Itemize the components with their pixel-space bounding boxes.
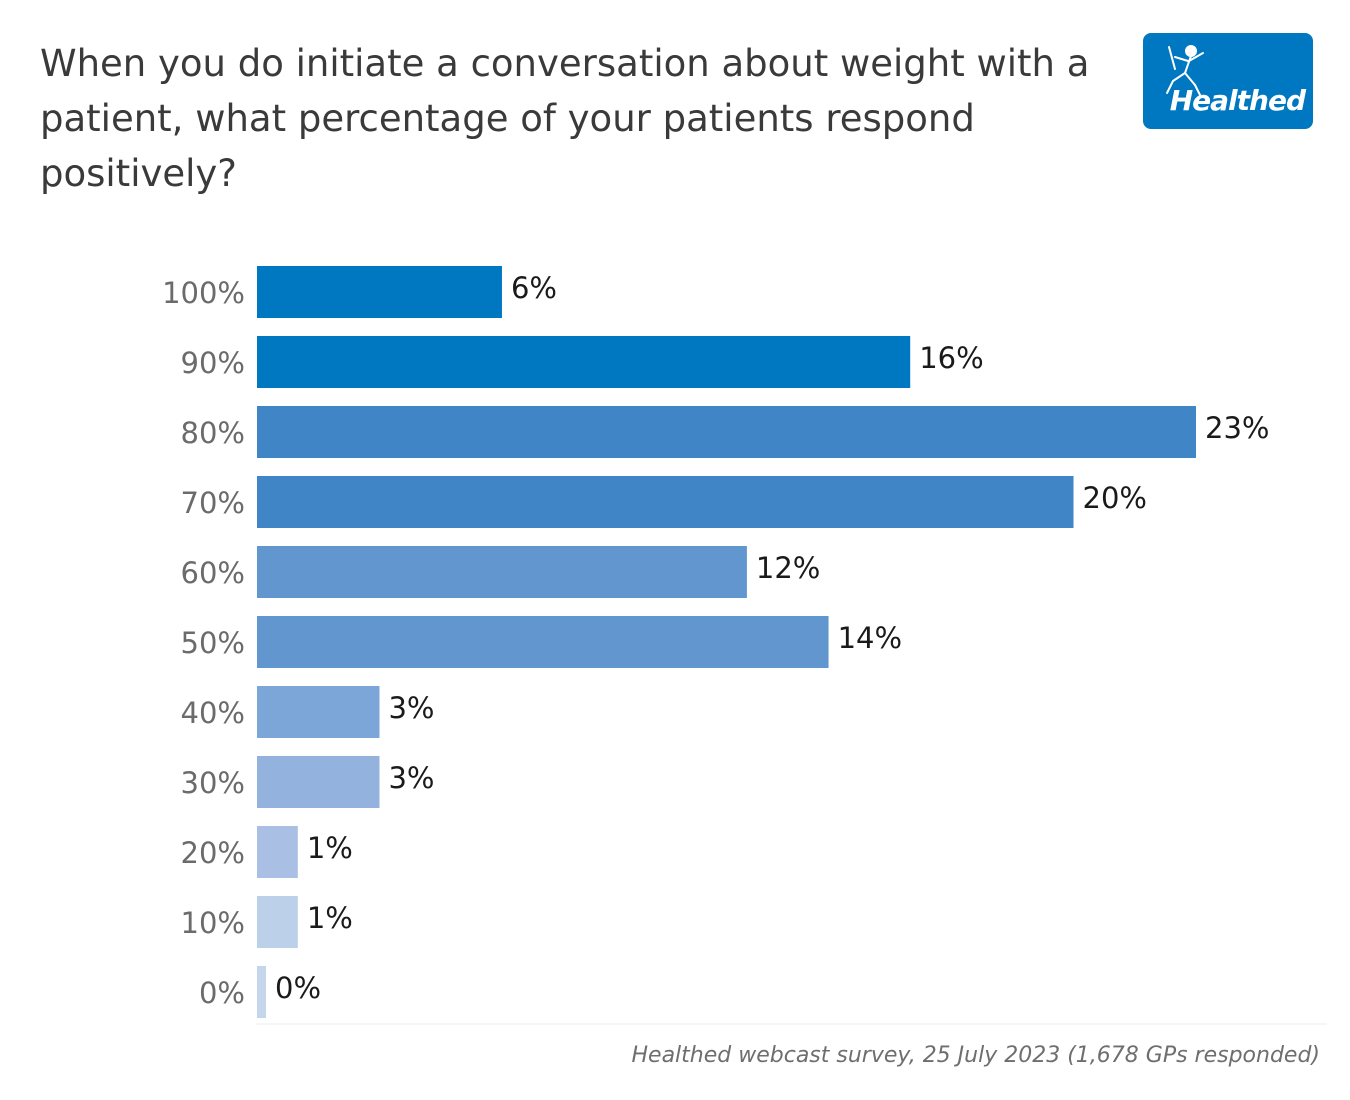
bar (257, 686, 380, 738)
logo-text: Healthed (1169, 84, 1306, 117)
bar (257, 756, 380, 808)
y-tick-label: 10% (181, 906, 245, 940)
source-note: Healthed webcast survey, 25 July 2023 (1… (631, 1043, 1321, 1068)
bar (257, 616, 829, 668)
bar-value-label: 20% (1083, 481, 1147, 515)
bar (257, 966, 266, 1018)
y-tick-label: 100% (162, 276, 245, 310)
y-tick-label: 70% (181, 486, 245, 520)
y-tick-label: 60% (181, 556, 245, 590)
y-tick-label: 80% (181, 416, 245, 450)
bar-value-label: 12% (756, 551, 820, 585)
chart-title: When you do initiate a conversation abou… (40, 42, 1090, 195)
bar (257, 336, 911, 388)
y-tick-label: 40% (181, 696, 245, 730)
bar (257, 266, 502, 318)
bar-value-label: 14% (838, 621, 902, 655)
bar (257, 826, 298, 878)
bar (257, 546, 747, 598)
bar-value-label: 23% (1205, 411, 1269, 445)
y-tick-label: 50% (181, 626, 245, 660)
y-tick-label: 0% (199, 976, 245, 1010)
bar (257, 406, 1196, 458)
y-tick-label: 30% (181, 766, 245, 800)
bar-value-label: 1% (307, 901, 353, 935)
bar-value-label: 0% (275, 971, 321, 1005)
bar-value-label: 3% (388, 761, 434, 795)
bar (257, 896, 298, 948)
hermes-figure-icon (1166, 45, 1204, 98)
bar-value-label: 1% (307, 831, 353, 865)
healthed-logo: Healthed (1143, 33, 1313, 129)
y-tick-label: 90% (181, 346, 245, 380)
bar-value-label: 6% (511, 271, 557, 305)
y-tick-label: 20% (181, 836, 245, 870)
bar (257, 476, 1074, 528)
bar-chart: 100% 6% 90% 16% 80% 23% 70% 20% 60% 12% 50% 14% 40% 3… (162, 266, 1327, 1025)
bar-value-label: 3% (388, 691, 434, 725)
bar-value-label: 16% (919, 341, 983, 375)
